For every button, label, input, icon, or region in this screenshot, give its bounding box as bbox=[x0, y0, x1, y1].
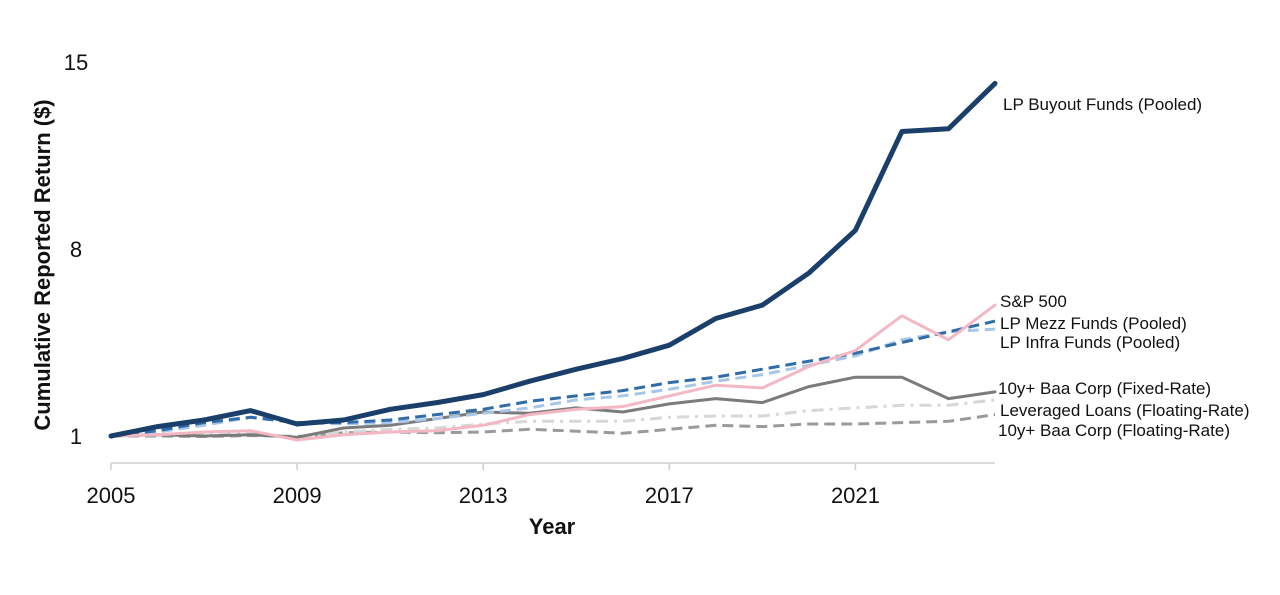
y-tick-label: 8 bbox=[70, 237, 82, 262]
series-line-1 bbox=[109, 303, 997, 442]
series-line-4 bbox=[109, 375, 997, 439]
y-tick-label: 1 bbox=[70, 424, 82, 449]
x-axis-ticks: 2005 2009 2013 2017 2021 bbox=[87, 463, 880, 508]
series-labels: LP Buyout Funds (Pooled) S&P 500 LP Mezz F… bbox=[998, 95, 1249, 440]
series-line-6 bbox=[111, 413, 996, 438]
series-line-2 bbox=[110, 319, 996, 438]
x-tick-label: 2005 bbox=[87, 483, 136, 508]
series-label-4: 10y+ Baa Corp (Fixed-Rate) bbox=[998, 379, 1211, 398]
series-label-0: LP Buyout Funds (Pooled) bbox=[1003, 95, 1202, 114]
series-line-0 bbox=[108, 80, 998, 439]
series-label-2: LP Mezz Funds (Pooled) bbox=[1000, 314, 1187, 333]
series-label-3: LP Infra Funds (Pooled) bbox=[1000, 333, 1180, 352]
x-tick-label: 2013 bbox=[459, 483, 508, 508]
x-tick-label: 2017 bbox=[645, 483, 694, 508]
series-label-1: S&P 500 bbox=[1000, 292, 1067, 311]
series-label-5: Leveraged Loans (Floating-Rate) bbox=[1000, 401, 1249, 420]
series-line-5 bbox=[110, 398, 996, 439]
y-axis-title: Cumulative Reported Return ($) bbox=[30, 99, 55, 430]
x-axis-title: Year bbox=[529, 514, 576, 539]
series-label-6: 10y+ Baa Corp (Floating-Rate) bbox=[998, 421, 1230, 440]
series-line-3 bbox=[110, 327, 996, 438]
x-tick-label: 2021 bbox=[831, 483, 880, 508]
y-tick-label: 15 bbox=[64, 50, 88, 75]
x-tick-label: 2009 bbox=[273, 483, 322, 508]
series-lines bbox=[108, 80, 998, 442]
